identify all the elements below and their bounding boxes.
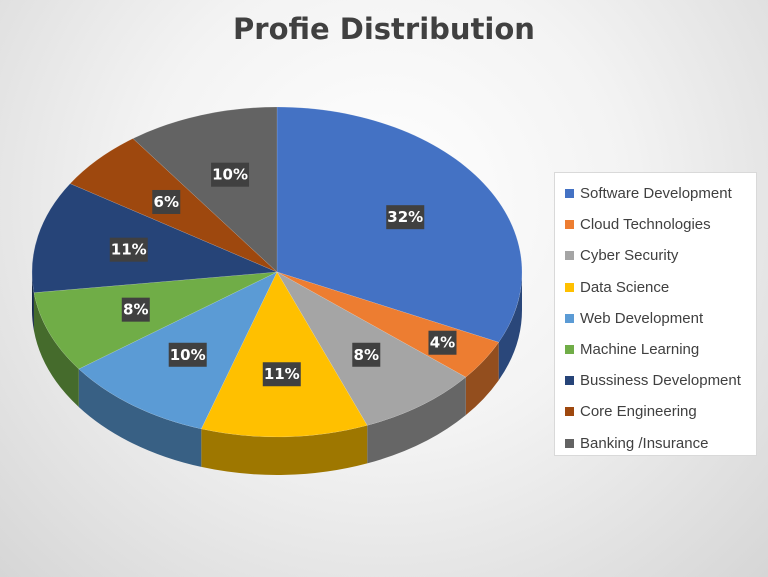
legend-label: Web Development	[580, 309, 704, 327]
data-label-software-development: 32%	[386, 205, 425, 230]
legend-swatch	[565, 282, 574, 292]
data-label-core-engineering: 6%	[152, 189, 181, 214]
pie-slice-banking-insurance	[132, 106, 278, 273]
legend-item-web-development: Web Development	[565, 303, 756, 334]
legend-label: Core Engineering	[580, 403, 697, 421]
pie-sides	[32, 272, 522, 475]
pie-side-data-science	[201, 425, 368, 475]
data-label-text: 8%	[123, 301, 148, 319]
pie-top	[31, 106, 523, 438]
data-label-banking-insurance: 10%	[211, 162, 250, 187]
legend-swatch	[565, 438, 574, 448]
data-label-bg	[428, 330, 457, 355]
data-label-bg	[211, 162, 250, 187]
data-label-text: 6%	[154, 193, 179, 211]
data-label-cyber-security: 8%	[352, 342, 381, 367]
data-label-text: 11%	[264, 365, 300, 383]
pie-side-cyber-security	[367, 377, 466, 464]
data-label-web-development: 10%	[168, 342, 207, 367]
legend-item-cloud-technologies: Cloud Technologies	[565, 209, 756, 240]
legend-item-banking-insurance: Banking /Insurance	[565, 428, 756, 459]
chart-legend: Software Development Cloud Technologies Cy…	[554, 172, 757, 456]
data-label-bg	[109, 237, 148, 262]
pie-slice-data-science	[200, 271, 368, 438]
legend-swatch	[565, 189, 574, 199]
data-label-text: 32%	[387, 208, 423, 226]
legend-label: Cloud Technologies	[580, 216, 711, 234]
legend-item-cyber-security: Cyber Security	[565, 240, 756, 271]
legend-swatch	[565, 407, 574, 417]
legend-label: Software Development	[580, 185, 732, 203]
data-label-data-science: 11%	[262, 362, 301, 387]
legend-item-software-development: Software Development	[565, 178, 756, 209]
legend-item-data-science: Data Science	[565, 272, 756, 303]
pie-side-web-development	[78, 368, 202, 467]
chart-title: Profie Distribution	[233, 12, 535, 46]
legend-label: Data Science	[580, 278, 670, 296]
pie-side-bussiness-development	[32, 272, 34, 331]
legend-item-bussiness-development: Bussiness Development	[565, 365, 756, 396]
data-label-text: 8%	[354, 346, 379, 364]
pie-side-cloud-technologies	[465, 342, 499, 416]
pie-side-software-development	[498, 272, 522, 381]
legend-swatch	[565, 313, 574, 323]
legend-item-machine-learning: Machine Learning	[565, 334, 756, 365]
data-label-bussiness-development: 11%	[109, 237, 148, 262]
data-label-bg	[121, 297, 150, 322]
legend-label: Machine Learning	[580, 341, 700, 359]
legend-label: Cyber Security	[580, 247, 679, 265]
pie-labels: 32% 4% 8% 11% 10% 8% 11% 6% 10%	[109, 162, 457, 387]
legend-swatch	[565, 376, 574, 386]
data-label-text: 10%	[170, 346, 206, 364]
data-label-text: 11%	[111, 241, 147, 259]
data-label-cloud-technologies: 4%	[428, 330, 457, 355]
data-label-machine-learning: 8%	[121, 297, 150, 322]
data-label-bg	[168, 342, 207, 367]
data-label-bg	[352, 342, 381, 367]
legend-swatch	[565, 220, 574, 230]
pie-slice-bussiness-development	[31, 183, 278, 293]
legend-swatch	[565, 251, 574, 261]
pie-slice-machine-learning	[33, 271, 278, 370]
data-label-text: 10%	[212, 166, 248, 184]
legend-label: Banking /Insurance	[580, 434, 709, 452]
legend-swatch	[565, 345, 574, 355]
legend-label: Bussiness Development	[580, 372, 741, 390]
legend-item-core-engineering: Core Engineering	[565, 396, 756, 427]
data-label-bg	[386, 205, 425, 230]
data-label-bg	[262, 362, 301, 387]
pie-side-machine-learning	[33, 292, 79, 407]
data-label-text: 4%	[430, 334, 455, 352]
data-label-bg	[152, 189, 181, 214]
